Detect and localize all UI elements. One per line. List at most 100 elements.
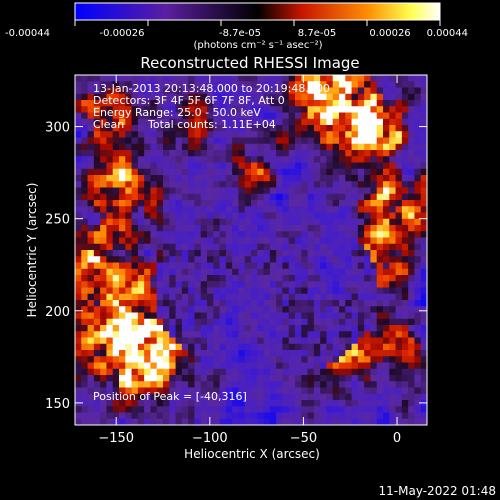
heatmap-cell xyxy=(194,181,202,188)
heatmap-cell xyxy=(357,206,365,213)
heatmap-cell xyxy=(288,300,296,307)
heatmap-cell xyxy=(420,287,428,295)
heatmap-cell xyxy=(376,250,384,257)
heatmap-cell xyxy=(188,156,195,163)
heatmap-cell xyxy=(288,312,296,320)
plot-frame xyxy=(74,74,428,426)
heatmap-cell xyxy=(257,275,264,282)
heatmap-cell xyxy=(150,350,158,357)
heatmap-cell xyxy=(313,81,321,88)
heatmap-cell xyxy=(225,281,233,288)
heatmap-cell xyxy=(269,400,277,407)
heatmap-cell xyxy=(207,375,214,382)
heatmap-cell xyxy=(75,75,82,82)
heatmap-cell xyxy=(112,368,120,376)
heatmap-cell xyxy=(163,400,170,407)
heatmap-cell xyxy=(301,400,308,407)
heatmap-cell xyxy=(301,137,308,145)
heatmap-cell xyxy=(194,75,202,82)
heatmap-cell xyxy=(75,193,82,201)
heatmap-cell xyxy=(238,375,246,382)
heatmap-cell xyxy=(320,93,327,101)
heatmap-cell xyxy=(276,406,283,413)
heatmap-cell xyxy=(288,143,296,151)
heatmap-cell xyxy=(357,125,365,132)
heatmap-cell xyxy=(106,187,114,195)
heatmap-cell xyxy=(332,343,340,351)
heatmap-cell xyxy=(112,131,120,138)
heatmap-cell xyxy=(144,225,151,232)
heatmap-cell xyxy=(295,125,302,132)
heatmap-cell xyxy=(301,193,308,201)
heatmap-cell xyxy=(150,256,158,263)
heatmap-cell xyxy=(213,418,220,426)
heatmap-cell xyxy=(175,212,183,220)
heatmap-cell xyxy=(357,81,365,88)
heatmap-cell xyxy=(175,306,183,313)
heatmap-cell xyxy=(301,368,308,376)
heatmap-cell xyxy=(339,325,346,332)
heatmap-cell xyxy=(383,312,390,320)
heatmap-cell xyxy=(276,206,283,213)
heatmap-cell xyxy=(244,193,252,201)
heatmap-cell xyxy=(351,137,359,145)
heatmap-cell xyxy=(81,231,88,238)
heatmap-cell xyxy=(301,118,308,126)
heatmap-cell xyxy=(339,93,346,101)
heatmap-cell xyxy=(401,331,409,338)
heatmap-cell xyxy=(257,187,264,195)
heatmap-cell xyxy=(87,337,95,345)
heatmap-cell xyxy=(238,150,246,157)
heatmap-cell xyxy=(169,187,176,195)
heatmap-cell xyxy=(175,93,183,101)
heatmap-cell xyxy=(244,225,252,232)
heatmap-cell xyxy=(181,225,189,232)
heatmap-cell xyxy=(194,300,202,307)
heatmap-cell xyxy=(169,150,176,157)
heatmap-cell xyxy=(357,75,365,82)
heatmap-cell xyxy=(169,312,176,320)
heatmap-cell xyxy=(125,300,132,307)
energy-range-annotation: Energy Range: 25.0 - 50.0 keV xyxy=(93,106,261,119)
heatmap-cell xyxy=(181,175,189,182)
heatmap-cell xyxy=(119,293,126,301)
heatmap-cell xyxy=(332,318,340,326)
heatmap-cell xyxy=(408,268,415,276)
heatmap-cell xyxy=(307,300,315,307)
heatmap-cell xyxy=(401,137,409,145)
heatmap-cell xyxy=(200,337,208,345)
heatmap-cell xyxy=(163,131,170,138)
heatmap-cell xyxy=(364,150,371,157)
heatmap-cell xyxy=(276,418,283,426)
heatmap-cell xyxy=(307,350,315,357)
heatmap-cell xyxy=(307,118,315,126)
heatmap-cell xyxy=(144,381,151,388)
heatmap-cell xyxy=(207,281,214,288)
heatmap-cell xyxy=(163,125,170,132)
heatmap-cell xyxy=(219,387,227,395)
heatmap-cell xyxy=(414,150,422,157)
heatmap-cell xyxy=(357,262,365,270)
heatmap-cell xyxy=(244,281,252,288)
heatmap-cell xyxy=(81,418,88,426)
heatmap-cell xyxy=(420,243,428,251)
heatmap-cell xyxy=(364,193,371,201)
heatmap-cell xyxy=(87,393,95,401)
heatmap-cell xyxy=(345,362,352,370)
heatmap-cell xyxy=(370,156,378,163)
heatmap-cell xyxy=(332,87,340,95)
heatmap-cell xyxy=(345,156,352,163)
heatmap-cell xyxy=(251,256,258,263)
heatmap-cell xyxy=(332,281,340,288)
heatmap-cell xyxy=(339,237,346,245)
heatmap-cell xyxy=(87,375,95,382)
heatmap-cell xyxy=(320,356,327,363)
heatmap-cell xyxy=(137,168,145,176)
heatmap-cell xyxy=(207,150,214,157)
heatmap-cell xyxy=(263,225,271,232)
heatmap-cell xyxy=(408,281,415,288)
heatmap-cell xyxy=(383,118,390,126)
heatmap-cell xyxy=(401,237,409,245)
heatmap-cell xyxy=(156,200,164,207)
heatmap-cell xyxy=(251,387,258,395)
